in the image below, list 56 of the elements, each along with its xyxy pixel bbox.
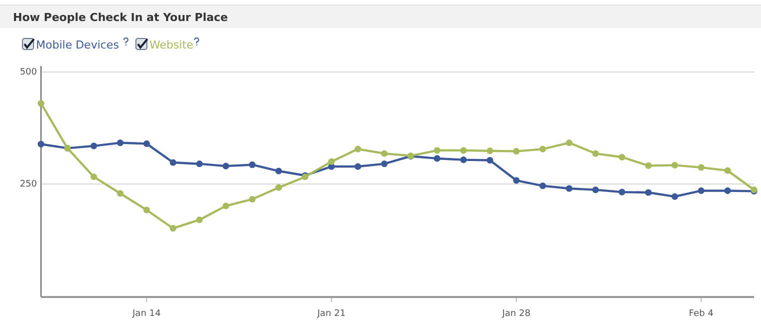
point xyxy=(539,146,546,152)
point xyxy=(592,150,599,157)
point xyxy=(38,100,44,107)
y-tick-label: 500 xyxy=(20,67,38,78)
point xyxy=(486,148,494,154)
point xyxy=(513,177,520,184)
point xyxy=(645,162,652,169)
point xyxy=(486,156,494,164)
point xyxy=(513,148,520,155)
point xyxy=(671,162,678,168)
text: Mobile Devices xyxy=(36,38,120,52)
point xyxy=(222,162,230,170)
point xyxy=(434,147,440,154)
point xyxy=(222,202,230,210)
point xyxy=(460,147,467,154)
point xyxy=(90,174,98,180)
point xyxy=(698,187,704,194)
point xyxy=(380,150,388,157)
point xyxy=(116,190,124,197)
point xyxy=(143,206,150,214)
point xyxy=(460,156,467,164)
point xyxy=(724,167,731,174)
point xyxy=(170,159,176,166)
point xyxy=(248,161,256,168)
point xyxy=(196,160,203,168)
point xyxy=(196,216,203,224)
point xyxy=(618,188,626,196)
point xyxy=(671,193,678,200)
point xyxy=(724,187,731,194)
point xyxy=(645,189,652,196)
point xyxy=(275,184,282,191)
chart-title: How People Check In at Your Place xyxy=(13,11,228,24)
point xyxy=(170,225,176,232)
text: Website xyxy=(149,38,194,52)
x-tick-label: Jan 21 xyxy=(316,309,346,319)
x-tick-label: Feb 4 xyxy=(688,309,714,319)
point xyxy=(90,142,98,150)
point xyxy=(116,139,124,146)
point xyxy=(592,186,599,194)
point xyxy=(38,140,44,148)
point xyxy=(354,146,362,152)
point xyxy=(698,164,704,171)
point xyxy=(566,185,572,192)
point xyxy=(354,163,362,170)
y-tick-label: 250 xyxy=(20,179,38,190)
point xyxy=(380,160,388,168)
point xyxy=(434,155,440,162)
point xyxy=(566,139,572,146)
point xyxy=(275,168,282,174)
x-tick-label: Jan 28 xyxy=(501,309,531,319)
point xyxy=(143,140,150,147)
point xyxy=(248,196,256,203)
point xyxy=(618,154,626,160)
x-tick-label: Jan 14 xyxy=(132,309,161,319)
point xyxy=(328,158,335,165)
point xyxy=(539,182,546,190)
